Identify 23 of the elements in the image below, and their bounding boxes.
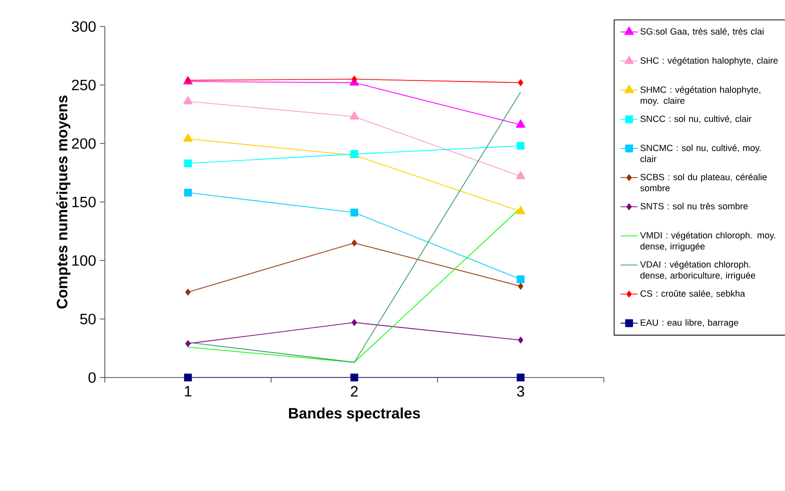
y-tick-label: 100 xyxy=(72,255,96,266)
y-tick-label: 0 xyxy=(88,372,96,383)
y-axis-title: Comptes numériques moyens xyxy=(56,96,70,309)
legend-label: CS : croûte salée, sebkha xyxy=(640,290,746,298)
legend-label: VDAI : végétation chloroph. dense, arboriculture, irriguée xyxy=(640,260,756,280)
y-tick-label: 200 xyxy=(72,138,96,149)
x-tick-label: 3 xyxy=(517,386,524,397)
y-tick-label: 150 xyxy=(72,196,96,208)
x-tick-label: 2 xyxy=(350,386,358,397)
x-axis-title: Bandes spectrales xyxy=(289,408,420,422)
legend-label: SNCMC : sol nu, cultivé, moy. clair xyxy=(640,144,761,162)
y-tick-label: 250 xyxy=(72,80,96,90)
legend-label: SNTS : sol nu très sombre xyxy=(640,202,748,210)
x-tick-label: 1 xyxy=(184,386,192,396)
legend-label: SHMC : végétation halophyte, moy. claire xyxy=(640,86,760,106)
legend-label: EAU : eau libre, barrage xyxy=(640,319,738,328)
legend-label: SHC : végétation halophyte, claire xyxy=(640,57,778,66)
legend-label: SCBS : sol du plateau, céréalie sombre xyxy=(640,174,767,192)
legend-label: SG:sol Gaa, très salé, très clai xyxy=(640,28,764,36)
legend-label: SNCC : sol nu, cultivé, clair xyxy=(640,115,752,124)
y-tick-label: 300 xyxy=(72,21,96,32)
legend-label: VMDI : végétation chloroph. moy. dense, irrigugée xyxy=(640,232,776,252)
y-tick-label: 50 xyxy=(80,314,96,324)
